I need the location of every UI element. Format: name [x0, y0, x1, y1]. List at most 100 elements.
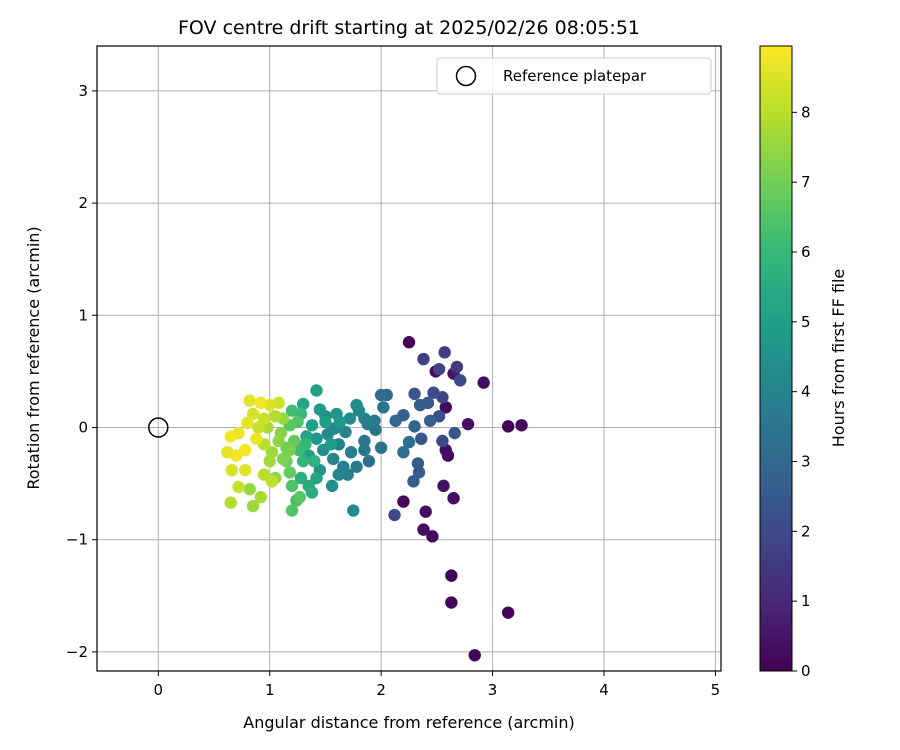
- colorbar-ticks: 0 1 2 3 4 5 6 7 8: [792, 103, 811, 680]
- colorbar-tick-label: 5: [801, 313, 811, 331]
- data-point: [347, 504, 360, 517]
- colorbar-tick-label: 7: [801, 173, 811, 191]
- y-tick-label: −2: [66, 643, 88, 661]
- data-point: [450, 360, 464, 374]
- legend-label-reference-platepar: Reference platepar: [503, 67, 647, 85]
- data-point: [427, 386, 440, 399]
- data-point: [426, 530, 439, 543]
- data-point: [241, 416, 254, 430]
- data-point: [501, 420, 515, 433]
- data-point: [344, 445, 358, 459]
- data-point: [389, 414, 402, 427]
- data-point: [447, 491, 460, 505]
- x-tick-label: 2: [376, 681, 386, 699]
- y-tick-label: 3: [78, 82, 88, 100]
- data-point: [445, 596, 458, 609]
- data-point: [374, 441, 388, 454]
- legend: Reference platepar: [436, 57, 712, 95]
- data-point: [308, 454, 321, 468]
- data-point: [310, 384, 323, 397]
- legend-box: [436, 57, 712, 95]
- data-point: [412, 466, 426, 479]
- data-point: [439, 401, 452, 414]
- data-point: [243, 394, 256, 407]
- data-point: [411, 457, 425, 470]
- data-point: [239, 463, 252, 477]
- x-tick-label: 5: [711, 681, 721, 699]
- data-point: [438, 346, 451, 359]
- data-point: [408, 387, 421, 401]
- data-point: [243, 483, 256, 496]
- colorbar-label: Hours from first FF file: [829, 269, 848, 448]
- data-point: [448, 426, 461, 440]
- data-point: [305, 486, 319, 499]
- colorbar-tick-label: 2: [801, 522, 811, 540]
- data-point: [350, 398, 363, 412]
- legend-marker-icon: [455, 65, 477, 87]
- data-point: [350, 460, 363, 473]
- data-point: [254, 490, 267, 504]
- data-point: [454, 374, 467, 387]
- plot-frame: [96, 45, 722, 672]
- colorbar-tick-label: 6: [801, 243, 811, 261]
- data-point: [343, 412, 357, 425]
- data-point: [294, 471, 308, 485]
- data-point: [432, 362, 446, 376]
- data-point: [417, 523, 430, 536]
- data-point: [296, 397, 310, 411]
- data-point: [246, 499, 260, 513]
- data-point: [339, 425, 352, 439]
- data-point: [419, 505, 432, 518]
- data-point: [362, 454, 376, 468]
- data-point: [333, 415, 347, 429]
- data-point: [283, 466, 296, 479]
- y-tick-label: 0: [78, 419, 88, 437]
- data-point: [397, 445, 410, 459]
- chart-title: FOV centre drift starting at 2025/02/26 …: [178, 17, 640, 39]
- data-point: [296, 454, 310, 468]
- data-point: [319, 415, 332, 429]
- x-axis-label: Angular distance from reference (arcmin): [243, 713, 574, 732]
- data-point: [232, 480, 245, 494]
- data-point: [468, 649, 481, 662]
- data-point: [332, 468, 345, 481]
- data-point: [257, 412, 271, 425]
- data-point: [397, 495, 410, 508]
- data-point: [272, 434, 285, 448]
- y-tick-label: −1: [66, 531, 88, 549]
- data-point: [437, 479, 450, 493]
- data-point: [283, 443, 296, 457]
- y-tick-label: 1: [78, 306, 88, 324]
- data-point: [374, 388, 388, 402]
- data-point: [413, 398, 427, 412]
- data-point: [263, 454, 276, 468]
- y-tick-label: 2: [78, 194, 88, 212]
- x-tick-label: 1: [265, 681, 275, 699]
- data-point: [254, 396, 267, 410]
- data-point: [445, 569, 458, 582]
- y-axis-label: Rotation from reference (arcmin): [24, 226, 43, 489]
- colorbar-tick-label: 1: [801, 592, 811, 610]
- data-point: [358, 443, 371, 457]
- colorbar-tick-label: 4: [801, 383, 811, 401]
- data-point: [250, 432, 263, 445]
- data-point: [321, 428, 334, 441]
- data-point: [310, 432, 323, 445]
- data-point: [246, 407, 260, 421]
- data-point: [477, 376, 490, 389]
- grid-lines: [97, 46, 721, 671]
- y-axis-ticks: −2 −1 0 1 2 3: [66, 82, 97, 661]
- data-point: [415, 432, 428, 445]
- data-point: [252, 421, 265, 434]
- data-point: [325, 479, 339, 493]
- data-point: [225, 463, 239, 477]
- data-point: [377, 401, 390, 414]
- data-point: [407, 475, 420, 488]
- data-point: [285, 479, 299, 493]
- data-point: [265, 475, 279, 488]
- reference-platepar-marker: [148, 417, 169, 438]
- data-point: [402, 336, 416, 349]
- data-point: [230, 449, 243, 462]
- colorbar-gradient: [759, 45, 793, 672]
